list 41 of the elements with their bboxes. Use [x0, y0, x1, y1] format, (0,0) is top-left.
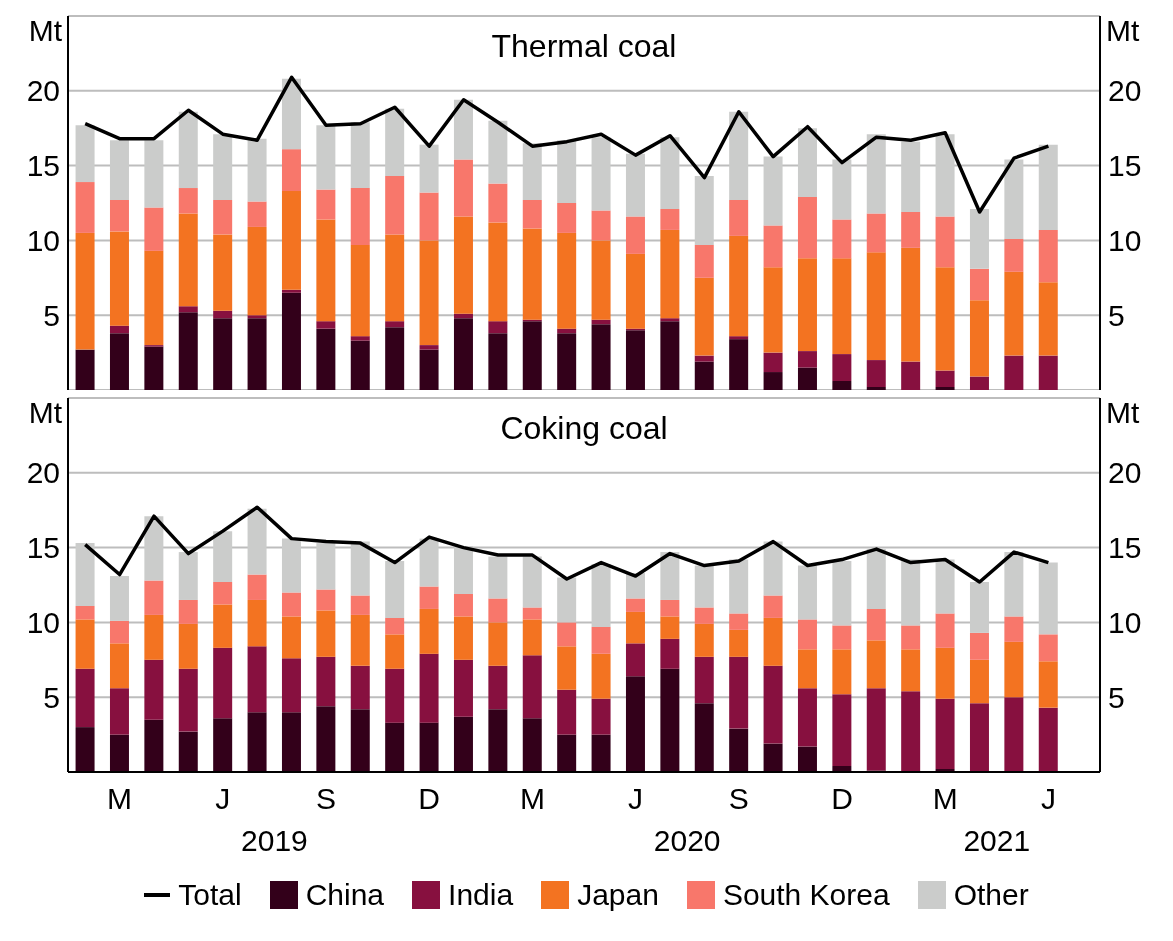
y-axis-title: Mt — [27, 396, 62, 430]
y-tick-label: 5 — [43, 680, 60, 714]
y2-tick-label: 20 — [1108, 456, 1142, 490]
x-tick-label: J — [628, 782, 644, 816]
text: 2020 — [652, 824, 722, 858]
x-tick-label: M — [519, 782, 545, 816]
y2-tick-label: 10 — [1108, 606, 1142, 640]
x-tick-label: M — [932, 782, 958, 816]
x-tick-label: S — [315, 782, 337, 816]
y-tick-label: 10 — [26, 224, 60, 258]
chart-title: Coking coal — [499, 410, 669, 447]
y-axis-title: Mt — [27, 14, 62, 48]
y2-tick-label: 15 — [1108, 531, 1142, 565]
y-tick-label: 15 — [26, 149, 60, 183]
legend-label: Japan — [577, 878, 659, 912]
y2-tick-label: 5 — [1108, 680, 1125, 714]
x-tick-label: J — [1040, 782, 1056, 816]
y2-tick-label: 15 — [1108, 149, 1142, 183]
y2-tick-label: 5 — [1108, 298, 1125, 332]
legend-label: South Korea — [722, 878, 890, 912]
y2-tick-label: 10 — [1108, 224, 1142, 258]
legend-label: China — [305, 878, 385, 912]
x-tick-label: J — [215, 782, 231, 816]
y-tick-label: 20 — [26, 74, 60, 108]
y2-tick-label: 20 — [1108, 74, 1142, 108]
text: 2021 — [962, 824, 1032, 858]
x-tick-label: M — [107, 782, 133, 816]
y-tick-label: 10 — [26, 606, 60, 640]
y-tick-label: 15 — [26, 531, 60, 565]
legend-label: Other — [953, 878, 1029, 912]
legend-label: India — [448, 878, 514, 912]
y-tick-label: 20 — [26, 456, 60, 490]
y2-axis-title: Mt — [1106, 396, 1140, 430]
y-tick-label: 5 — [43, 298, 60, 332]
x-tick-label: S — [728, 782, 749, 816]
legend-label: Total — [178, 878, 242, 912]
x-tick-label: D — [831, 782, 853, 816]
x-tick-label: D — [418, 782, 441, 816]
text: 2019 — [240, 824, 309, 858]
chart-title: Thermal coal — [490, 28, 678, 65]
y2-axis-title: Mt — [1106, 14, 1140, 48]
